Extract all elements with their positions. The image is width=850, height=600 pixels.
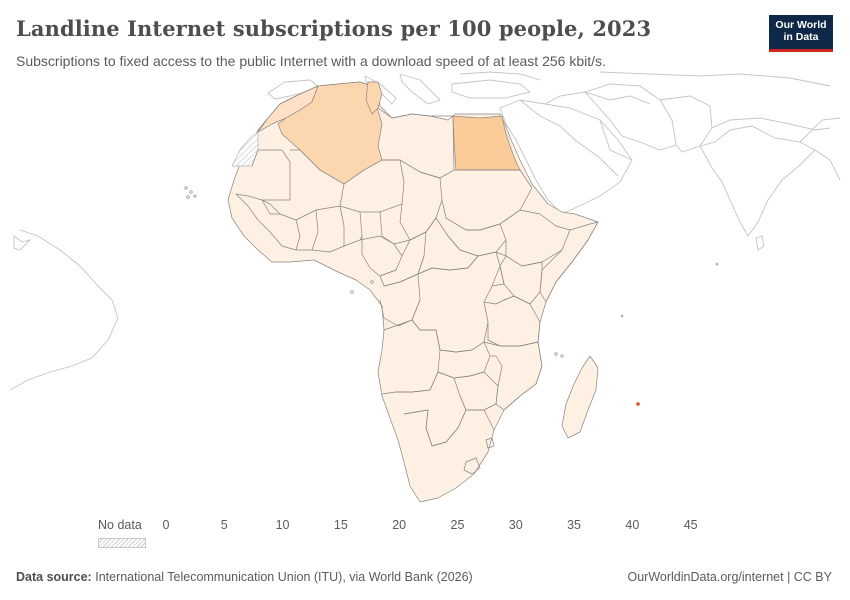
small-islands [184,186,719,358]
legend-tick-label: 25 [450,518,465,532]
arabian-peninsula-outline [499,99,633,215]
madagascar [561,355,599,439]
legend-no-data-swatch [98,538,146,548]
legend-tick-label: 35 [567,518,581,532]
eswatini [485,437,495,449]
africa-countries [184,81,719,503]
iran-outline [584,83,677,151]
south-america-outline [9,229,119,391]
middle-east-borders [519,91,651,177]
data-source-label: Data source: [16,570,92,584]
choropleth-map [9,71,841,503]
legend-no-data-label: No data [98,518,142,532]
anatolia-outline [451,79,531,99]
himalaya-outline [711,117,831,131]
legend-tick-label: 5 [220,518,228,532]
africa-continent-base [227,81,599,503]
data-source-text: International Telecommunication Union (I… [95,570,473,584]
legend-tick-label: 15 [333,518,348,532]
border-kenya [499,255,543,305]
owid-logo[interactable]: Our World in Data [769,15,833,52]
europe-balkans-outline [399,73,441,105]
source-link[interactable]: OurWorldinData.org/internet | CC BY [627,570,833,584]
central-asia-outline [599,71,831,87]
border-mali [261,149,345,221]
legend-tick-label: 30 [508,518,523,532]
lesotho [463,457,481,475]
legend-tick-label: 40 [625,518,640,532]
egypt [452,115,521,171]
europe-italy-outline [364,75,397,105]
legend-tick-label: 20 [392,518,407,532]
background-land-outlines [9,71,841,391]
legend-tick-label: 45 [683,518,698,532]
mauritius [636,402,640,406]
border-west-africa-2 [261,199,363,251]
sri-lanka-outline [755,235,765,251]
chart-title: Landline Internet subscriptions per 100 … [16,16,652,41]
logo-line-1: Our World [775,19,827,31]
afghanistan-pakistan-outline [659,95,713,153]
logo-line-2: in Data [783,30,819,43]
data-source: Data source: International Telecommunica… [16,570,473,584]
black-sea-coast-outline [459,71,541,81]
border-malawi-mozambique [483,341,543,411]
border-south-africa [403,409,495,447]
caribbean-coast-outline [13,235,32,251]
legend-tick-label: 10 [275,518,290,532]
chart-subtitle: Subscriptions to fixed access to the pub… [16,53,606,69]
border-niger [339,159,405,213]
border-mauritania [235,149,291,201]
legend-tick-label: 0 [162,518,170,532]
india-outline [699,125,816,237]
southeast-asia-outline [799,117,841,181]
